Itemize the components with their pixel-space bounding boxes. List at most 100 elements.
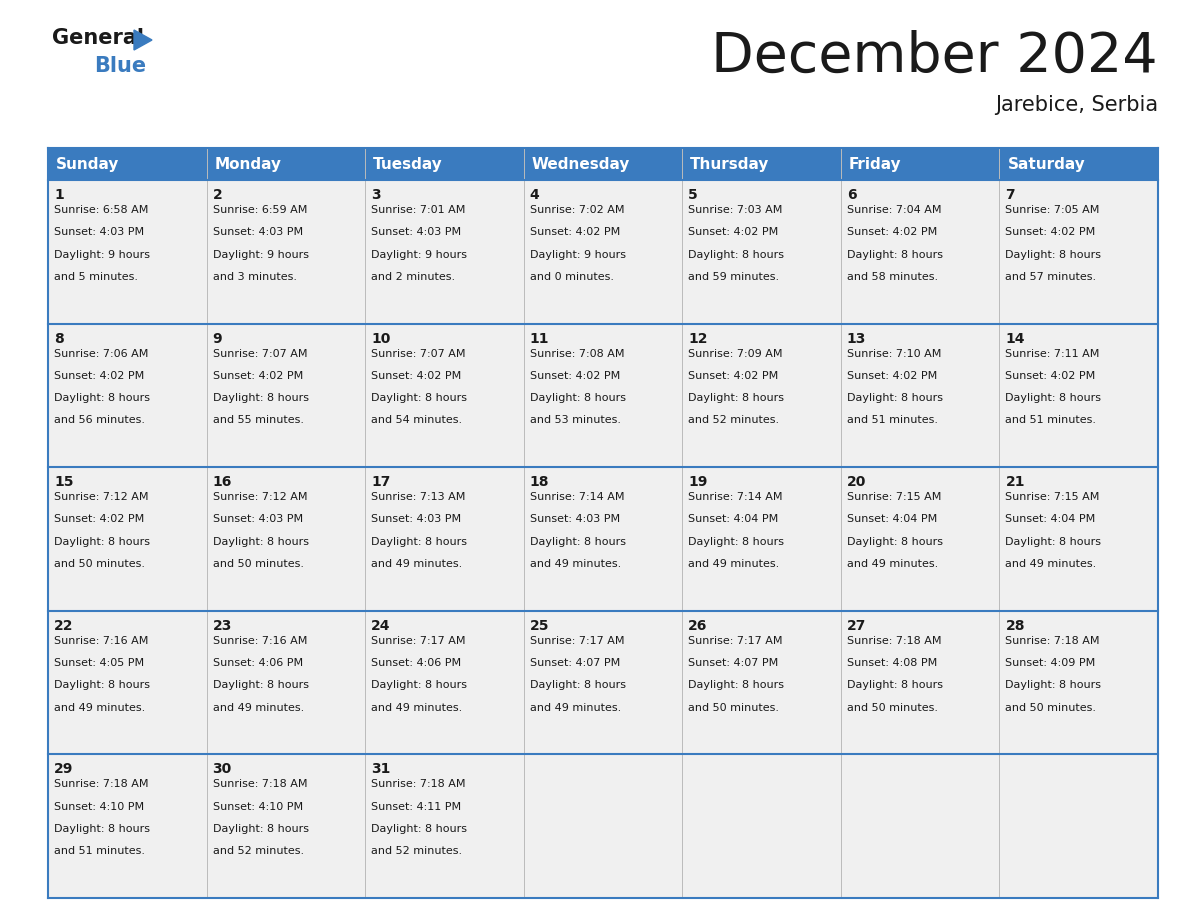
Text: Daylight: 8 hours: Daylight: 8 hours <box>847 680 943 690</box>
Text: Daylight: 8 hours: Daylight: 8 hours <box>530 537 626 547</box>
Bar <box>207 610 365 755</box>
Bar <box>524 324 682 467</box>
Bar <box>524 467 682 610</box>
Text: Sunrise: 7:11 AM: Sunrise: 7:11 AM <box>1005 349 1100 359</box>
Bar <box>999 467 1158 610</box>
Text: Sunrise: 7:06 AM: Sunrise: 7:06 AM <box>53 349 148 359</box>
Bar <box>682 755 841 898</box>
Text: Sunrise: 7:10 AM: Sunrise: 7:10 AM <box>847 349 941 359</box>
Bar <box>365 610 524 755</box>
Text: Sunset: 4:03 PM: Sunset: 4:03 PM <box>371 228 461 237</box>
Text: Sunset: 4:02 PM: Sunset: 4:02 PM <box>1005 371 1095 381</box>
Text: 21: 21 <box>1005 476 1025 489</box>
Text: and 54 minutes.: and 54 minutes. <box>371 415 462 425</box>
Text: Sunset: 4:03 PM: Sunset: 4:03 PM <box>213 514 303 524</box>
Text: Sunrise: 7:18 AM: Sunrise: 7:18 AM <box>847 636 941 645</box>
Text: and 49 minutes.: and 49 minutes. <box>530 559 621 569</box>
Text: Daylight: 8 hours: Daylight: 8 hours <box>213 824 309 834</box>
Text: Sunrise: 7:14 AM: Sunrise: 7:14 AM <box>530 492 624 502</box>
Text: Sunrise: 7:15 AM: Sunrise: 7:15 AM <box>1005 492 1100 502</box>
Text: and 51 minutes.: and 51 minutes. <box>847 415 937 425</box>
Text: 15: 15 <box>53 476 74 489</box>
Text: Daylight: 8 hours: Daylight: 8 hours <box>53 680 150 690</box>
Text: Sunset: 4:06 PM: Sunset: 4:06 PM <box>213 658 303 668</box>
Bar <box>207 467 365 610</box>
Text: 19: 19 <box>688 476 708 489</box>
Text: Thursday: Thursday <box>690 156 770 172</box>
Text: 14: 14 <box>1005 331 1025 345</box>
Text: and 52 minutes.: and 52 minutes. <box>371 846 462 856</box>
Text: Sunrise: 7:08 AM: Sunrise: 7:08 AM <box>530 349 624 359</box>
Text: Daylight: 8 hours: Daylight: 8 hours <box>1005 393 1101 403</box>
Text: 28: 28 <box>1005 619 1025 633</box>
Bar <box>365 148 524 180</box>
Text: Sunset: 4:02 PM: Sunset: 4:02 PM <box>371 371 461 381</box>
Text: Sunset: 4:06 PM: Sunset: 4:06 PM <box>371 658 461 668</box>
Text: Blue: Blue <box>94 56 146 76</box>
Text: Sunrise: 7:18 AM: Sunrise: 7:18 AM <box>371 779 466 789</box>
Text: Daylight: 8 hours: Daylight: 8 hours <box>688 393 784 403</box>
Text: Daylight: 8 hours: Daylight: 8 hours <box>371 393 467 403</box>
Text: Daylight: 8 hours: Daylight: 8 hours <box>1005 537 1101 547</box>
Text: and 49 minutes.: and 49 minutes. <box>371 702 462 712</box>
Polygon shape <box>134 30 152 50</box>
Text: Sunset: 4:10 PM: Sunset: 4:10 PM <box>213 801 303 812</box>
Text: 30: 30 <box>213 763 232 777</box>
Text: and 50 minutes.: and 50 minutes. <box>213 559 304 569</box>
Text: 17: 17 <box>371 476 391 489</box>
Text: Daylight: 8 hours: Daylight: 8 hours <box>1005 250 1101 260</box>
Bar <box>999 148 1158 180</box>
Bar <box>365 324 524 467</box>
Text: Wednesday: Wednesday <box>532 156 630 172</box>
Text: Sunset: 4:04 PM: Sunset: 4:04 PM <box>847 514 937 524</box>
Text: and 49 minutes.: and 49 minutes. <box>1005 559 1097 569</box>
Text: Daylight: 8 hours: Daylight: 8 hours <box>688 537 784 547</box>
Text: Sunrise: 7:09 AM: Sunrise: 7:09 AM <box>688 349 783 359</box>
Text: Sunset: 4:02 PM: Sunset: 4:02 PM <box>213 371 303 381</box>
Bar <box>207 755 365 898</box>
Text: 18: 18 <box>530 476 549 489</box>
Bar <box>524 610 682 755</box>
Text: Sunrise: 7:17 AM: Sunrise: 7:17 AM <box>530 636 624 645</box>
Text: and 50 minutes.: and 50 minutes. <box>847 702 937 712</box>
Text: 7: 7 <box>1005 188 1015 202</box>
Bar <box>682 467 841 610</box>
Text: Sunrise: 7:15 AM: Sunrise: 7:15 AM <box>847 492 941 502</box>
Text: and 58 minutes.: and 58 minutes. <box>847 272 939 282</box>
Bar <box>48 610 207 755</box>
Text: 10: 10 <box>371 331 391 345</box>
Bar <box>999 324 1158 467</box>
Text: Sunrise: 7:17 AM: Sunrise: 7:17 AM <box>688 636 783 645</box>
Text: Daylight: 8 hours: Daylight: 8 hours <box>213 537 309 547</box>
Text: Sunset: 4:02 PM: Sunset: 4:02 PM <box>530 228 620 237</box>
Text: and 50 minutes.: and 50 minutes. <box>688 702 779 712</box>
Text: Sunset: 4:04 PM: Sunset: 4:04 PM <box>688 514 778 524</box>
Text: Daylight: 8 hours: Daylight: 8 hours <box>371 537 467 547</box>
Bar <box>48 324 207 467</box>
Text: and 49 minutes.: and 49 minutes. <box>688 559 779 569</box>
Text: Sunset: 4:04 PM: Sunset: 4:04 PM <box>1005 514 1095 524</box>
Bar <box>207 148 365 180</box>
Text: and 3 minutes.: and 3 minutes. <box>213 272 297 282</box>
Text: Sunrise: 7:13 AM: Sunrise: 7:13 AM <box>371 492 466 502</box>
Text: Sunrise: 7:17 AM: Sunrise: 7:17 AM <box>371 636 466 645</box>
Text: Sunset: 4:02 PM: Sunset: 4:02 PM <box>53 371 144 381</box>
Text: and 57 minutes.: and 57 minutes. <box>1005 272 1097 282</box>
Text: and 52 minutes.: and 52 minutes. <box>688 415 779 425</box>
Text: Tuesday: Tuesday <box>373 156 443 172</box>
Text: Daylight: 8 hours: Daylight: 8 hours <box>53 393 150 403</box>
Text: Sunset: 4:03 PM: Sunset: 4:03 PM <box>213 228 303 237</box>
Text: and 49 minutes.: and 49 minutes. <box>371 559 462 569</box>
Bar <box>365 180 524 324</box>
Text: Sunset: 4:02 PM: Sunset: 4:02 PM <box>847 371 937 381</box>
Text: Sunrise: 7:18 AM: Sunrise: 7:18 AM <box>213 779 307 789</box>
Text: 13: 13 <box>847 331 866 345</box>
Text: Daylight: 9 hours: Daylight: 9 hours <box>213 250 309 260</box>
Text: and 49 minutes.: and 49 minutes. <box>53 702 145 712</box>
Text: and 59 minutes.: and 59 minutes. <box>688 272 779 282</box>
Text: Sunrise: 7:16 AM: Sunrise: 7:16 AM <box>53 636 148 645</box>
Text: Daylight: 9 hours: Daylight: 9 hours <box>530 250 626 260</box>
Text: Daylight: 8 hours: Daylight: 8 hours <box>688 680 784 690</box>
Text: Sunrise: 7:18 AM: Sunrise: 7:18 AM <box>53 779 148 789</box>
Text: Daylight: 8 hours: Daylight: 8 hours <box>847 393 943 403</box>
